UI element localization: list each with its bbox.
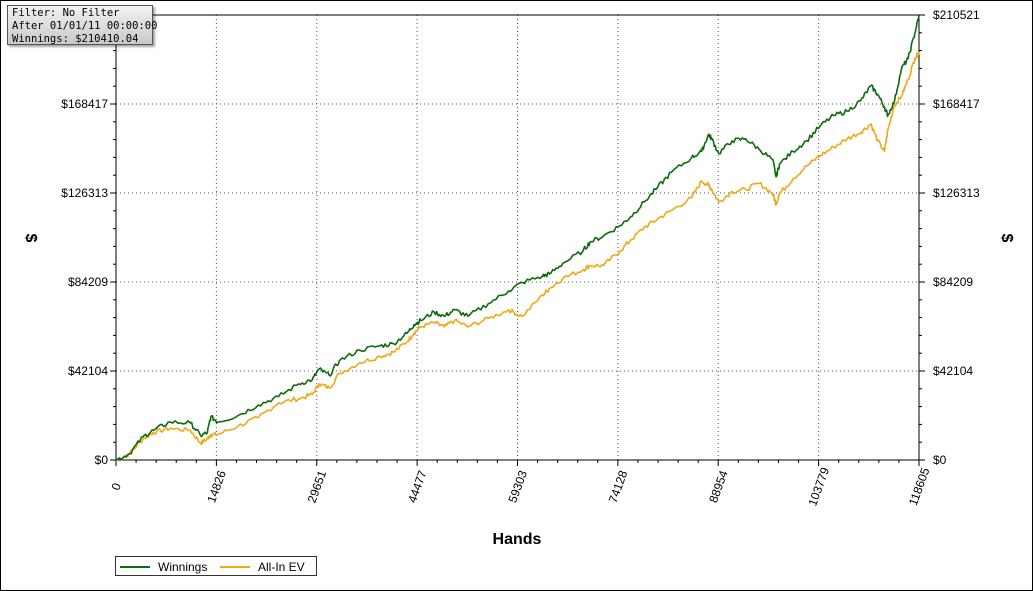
legend-swatch-winnings bbox=[120, 566, 150, 568]
y-tick-label-right: $42104 bbox=[933, 364, 973, 378]
legend-item-allin-ev: All-In EV bbox=[220, 560, 305, 574]
x-tick-label: 103779 bbox=[805, 465, 832, 508]
y-axis-title-right: $ bbox=[998, 234, 1015, 243]
y-tick-label-left: $84209 bbox=[68, 275, 108, 289]
plot-border bbox=[115, 14, 920, 461]
grid-lines bbox=[116, 15, 919, 460]
y-tick-label-right: $126313 bbox=[933, 186, 980, 200]
series-lines bbox=[115, 15, 920, 461]
x-tick-label: 118605 bbox=[906, 466, 933, 508]
x-tick-label: 0 bbox=[109, 481, 125, 492]
x-tick-label: 59303 bbox=[505, 468, 530, 504]
y-tick-label-left: $42104 bbox=[68, 364, 108, 378]
x-tick-label: 14826 bbox=[204, 468, 229, 504]
y-tick-label-right: $0 bbox=[933, 453, 947, 467]
y-axis-title-left: $ bbox=[22, 234, 39, 243]
axis-labels: Hands $ $ bbox=[22, 234, 1015, 548]
x-axis-title: Hands bbox=[493, 531, 542, 548]
y-tick-label-left: $0 bbox=[95, 453, 109, 467]
x-tick-label: 74128 bbox=[606, 468, 631, 504]
y-tick-label-right: $210521 bbox=[933, 8, 980, 22]
legend-label-allin-ev: All-In EV bbox=[258, 560, 305, 574]
filter-text: Filter: No Filter bbox=[12, 7, 120, 19]
legend-item-winnings: Winnings bbox=[120, 560, 207, 574]
x-tick-label: 29651 bbox=[305, 468, 330, 504]
chart-legend: Winnings All-In EV bbox=[115, 556, 317, 576]
x-tick-label: 88954 bbox=[706, 468, 731, 504]
y-tick-label-right: $84209 bbox=[933, 275, 973, 289]
x-tick-label: 44477 bbox=[405, 468, 430, 504]
y-tick-label-left: $126313 bbox=[61, 186, 108, 200]
y-tick-label-left: $168417 bbox=[61, 97, 108, 111]
series-line-allin-ev bbox=[115, 51, 920, 461]
series-line-winnings bbox=[115, 15, 920, 461]
legend-swatch-allin-ev bbox=[220, 566, 250, 568]
date-filter-text: After 01/01/11 00:00:00 bbox=[12, 20, 158, 32]
y-tick-label-right: $168417 bbox=[933, 97, 980, 111]
winnings-total-text: Winnings: $210410.04 bbox=[12, 33, 139, 45]
legend-label-winnings: Winnings bbox=[158, 560, 208, 574]
filter-info-box: Filter: No Filter After 01/01/11 00:00:0… bbox=[7, 5, 158, 45]
